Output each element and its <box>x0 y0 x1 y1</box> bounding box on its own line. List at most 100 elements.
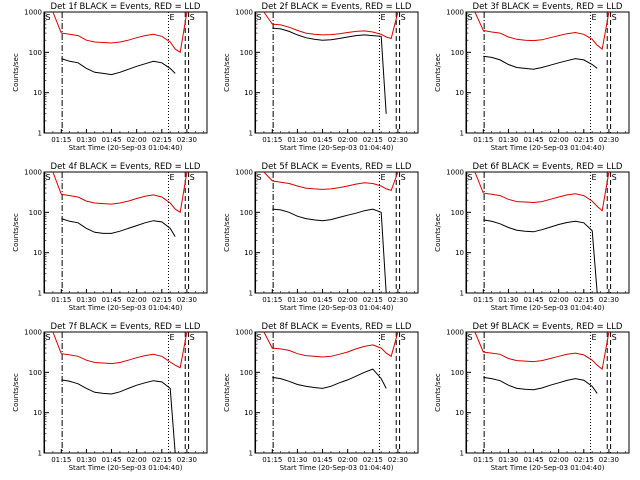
events-series-line <box>272 208 387 293</box>
detector-panel-2: Det 2f BLACK = Events, RED = LLD 1 10 100 10… <box>223 2 419 152</box>
x-tick-label: 01:30 <box>76 456 96 464</box>
x-tick-label: 02:00 <box>549 296 569 304</box>
y-tick-label: 10 <box>455 249 464 257</box>
y-tick-label: 10 <box>455 89 464 97</box>
x-tick-label: 01:30 <box>76 296 96 304</box>
events-series-line <box>483 55 598 70</box>
plot-frame <box>465 11 630 134</box>
y-axis-label: Counts/sec <box>434 373 442 412</box>
x-tick-label: 02:15 <box>152 136 172 144</box>
y-tick-label: 1 <box>38 290 42 298</box>
x-tick-label: 02:15 <box>574 296 594 304</box>
x-tick-label: 02:15 <box>574 456 594 464</box>
x-axis-label: Start Time (20-Sep-03 01:04:40) <box>69 144 183 152</box>
x-tick-label: 02:00 <box>127 136 147 144</box>
marker-label: S <box>190 333 195 342</box>
x-tick-label: 01:45 <box>312 296 332 304</box>
y-tick-label: 10 <box>244 89 253 97</box>
x-tick-label: 01:45 <box>523 136 543 144</box>
detector-panel-1: Det 1f BLACK = Events, RED = LLD 1 10 100 10… <box>12 2 208 152</box>
events-series-line <box>483 219 598 293</box>
y-tick-label: 1000 <box>24 329 42 337</box>
plot-frame <box>465 171 630 294</box>
x-tick-label: 02:15 <box>152 456 172 464</box>
marker-label: S <box>468 173 473 182</box>
x-tick-label: 02:15 <box>363 136 383 144</box>
x-tick-label: 02:15 <box>152 296 172 304</box>
y-tick-label: 10 <box>455 409 464 417</box>
marker-label: E <box>169 173 174 182</box>
marker-label: E <box>169 333 174 342</box>
detector-panel-7: Det 7f BLACK = Events, RED = LLD 1 10 100 10… <box>12 322 208 472</box>
y-tick-label: 100 <box>451 369 464 377</box>
lld-series-line <box>263 12 399 40</box>
events-series-line <box>61 379 176 453</box>
x-tick-label: 01:15 <box>51 136 71 144</box>
x-tick-label: 01:15 <box>262 456 282 464</box>
marker-label: E <box>169 13 174 22</box>
y-tick-label: 1000 <box>235 329 253 337</box>
y-axis-label: Counts/sec <box>12 53 20 92</box>
x-tick-label: 01:30 <box>287 136 307 144</box>
y-tick-label: 100 <box>29 209 42 217</box>
panel-title: Det 4f BLACK = Events, RED = LLD <box>51 162 201 172</box>
x-tick-label: 01:15 <box>473 136 493 144</box>
x-axis-label: Start Time (20-Sep-03 01:04:40) <box>491 304 605 312</box>
y-axis-label: Counts/sec <box>12 213 20 252</box>
marker-label: E <box>380 173 385 182</box>
x-tick-label: 01:15 <box>262 296 282 304</box>
events-series-line <box>61 58 176 76</box>
detector-panel-6: Det 6f BLACK = Events, RED = LLD 1 10 100 10… <box>434 162 630 312</box>
y-axis-label: Counts/sec <box>434 213 442 252</box>
marker-label: S <box>401 333 406 342</box>
x-tick-label: 02:00 <box>549 136 569 144</box>
y-tick-label: 100 <box>240 209 253 217</box>
plot-frame <box>254 331 419 454</box>
marker-label: E <box>591 13 596 22</box>
y-tick-label: 1000 <box>24 9 42 17</box>
y-axis-label: Counts/sec <box>223 213 231 252</box>
lld-series-line <box>263 332 399 358</box>
x-tick-label: 01:45 <box>101 136 121 144</box>
x-axis-label: Start Time (20-Sep-03 01:04:40) <box>491 464 605 472</box>
events-series-line <box>61 218 176 237</box>
x-tick-label: 01:45 <box>312 456 332 464</box>
x-tick-label: 01:15 <box>262 136 282 144</box>
detector-panel-4: Det 4f BLACK = Events, RED = LLD 1 10 100 10… <box>12 162 208 312</box>
x-tick-label: 01:30 <box>498 456 518 464</box>
y-tick-label: 100 <box>240 49 253 57</box>
y-tick-label: 1 <box>249 130 253 138</box>
marker-label: S <box>468 333 473 342</box>
y-tick-label: 1000 <box>235 169 253 177</box>
x-tick-label: 02:30 <box>599 296 619 304</box>
x-tick-label: 01:45 <box>523 456 543 464</box>
x-tick-label: 02:30 <box>388 136 408 144</box>
marker-label: S <box>468 13 473 22</box>
x-tick-label: 01:30 <box>498 136 518 144</box>
lld-series-line <box>52 172 188 214</box>
lld-series-line <box>474 172 610 212</box>
panel-title: Det 6f BLACK = Events, RED = LLD <box>473 162 623 172</box>
x-tick-label: 01:45 <box>101 456 121 464</box>
x-tick-label: 01:15 <box>51 296 71 304</box>
y-tick-label: 100 <box>451 49 464 57</box>
x-tick-label: 02:00 <box>338 136 358 144</box>
panel-title: Det 1f BLACK = Events, RED = LLD <box>51 2 201 12</box>
lld-series-line <box>474 332 610 371</box>
y-tick-label: 10 <box>33 249 42 257</box>
marker-label: S <box>612 333 617 342</box>
y-tick-label: 1000 <box>446 9 464 17</box>
x-tick-label: 02:30 <box>177 456 197 464</box>
y-tick-label: 1000 <box>24 169 42 177</box>
y-tick-label: 1000 <box>235 9 253 17</box>
detector-panel-5: Det 5f BLACK = Events, RED = LLD 1 10 100 10… <box>223 162 419 312</box>
y-tick-label: 100 <box>29 369 42 377</box>
marker-label: S <box>46 173 51 182</box>
x-tick-label: 02:30 <box>388 296 408 304</box>
events-series-line <box>272 27 387 114</box>
y-tick-label: 1 <box>249 290 253 298</box>
panel-title: Det 7f BLACK = Events, RED = LLD <box>51 322 201 332</box>
x-axis-label: Start Time (20-Sep-03 01:04:40) <box>280 304 394 312</box>
plot-frame <box>254 171 419 294</box>
x-tick-label: 02:30 <box>388 456 408 464</box>
